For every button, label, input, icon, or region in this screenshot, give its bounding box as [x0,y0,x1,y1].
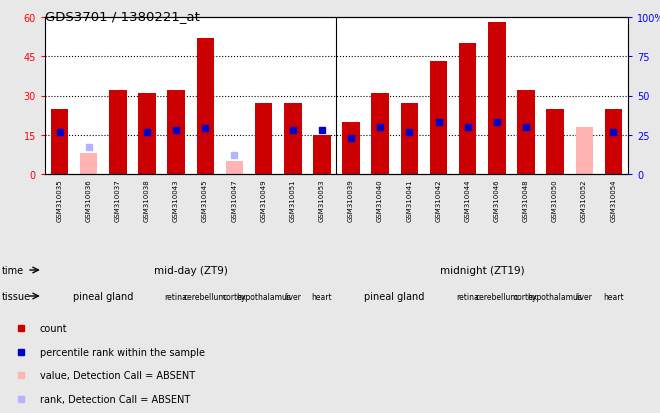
Bar [546,109,564,175]
Text: GSM310051: GSM310051 [290,179,296,221]
Bar [226,161,244,175]
Text: GSM310052: GSM310052 [581,179,587,221]
Bar [255,104,273,175]
Bar [109,91,127,175]
Text: GSM310045: GSM310045 [202,179,208,221]
Bar [343,122,360,175]
Text: GSM310039: GSM310039 [348,179,354,221]
Bar [372,94,389,175]
Text: GSM310041: GSM310041 [406,179,412,221]
Text: GSM310047: GSM310047 [231,179,237,221]
Text: hypothalamus: hypothalamus [236,292,291,301]
Text: GSM310044: GSM310044 [465,179,471,221]
Text: cerebellum: cerebellum [475,292,518,301]
Text: GSM310043: GSM310043 [173,179,179,221]
Text: retina: retina [456,292,478,301]
Text: tissue: tissue [2,291,31,301]
Text: mid-day (ZT9): mid-day (ZT9) [154,266,228,275]
Text: GSM310035: GSM310035 [56,179,62,221]
Bar [168,91,185,175]
Text: hypothalamus: hypothalamus [527,292,582,301]
Text: heart: heart [312,292,332,301]
Text: GSM310048: GSM310048 [523,179,529,221]
Bar [139,94,156,175]
Text: cortex: cortex [513,292,538,301]
Text: value, Detection Call = ABSENT: value, Detection Call = ABSENT [40,370,195,380]
Text: cortex: cortex [222,292,246,301]
Text: heart: heart [603,292,624,301]
Text: GSM310046: GSM310046 [494,179,500,221]
Text: pineal gland: pineal gland [364,291,425,301]
Text: liver: liver [284,292,301,301]
Bar [51,109,69,175]
Text: rank, Detection Call = ABSENT: rank, Detection Call = ABSENT [40,394,190,404]
Bar [517,91,535,175]
Text: GSM310036: GSM310036 [86,179,92,221]
Bar [197,39,214,175]
Text: GSM310049: GSM310049 [261,179,267,221]
Text: GSM310037: GSM310037 [115,179,121,221]
Bar [80,154,98,175]
Text: GSM310040: GSM310040 [377,179,383,221]
Bar [430,62,447,175]
Text: GSM310053: GSM310053 [319,179,325,221]
Text: cerebellum: cerebellum [183,292,226,301]
Text: pineal gland: pineal gland [73,291,133,301]
Bar [459,44,477,175]
Text: GSM310042: GSM310042 [436,179,442,221]
Bar [576,128,593,175]
Text: percentile rank within the sample: percentile rank within the sample [40,347,205,357]
Bar [314,135,331,175]
Text: midnight (ZT19): midnight (ZT19) [440,266,524,275]
Bar [488,23,506,175]
Text: GSM310038: GSM310038 [144,179,150,221]
Text: GDS3701 / 1380221_at: GDS3701 / 1380221_at [45,10,200,23]
Text: liver: liver [576,292,593,301]
Text: GSM310050: GSM310050 [552,179,558,221]
Text: time: time [2,266,24,275]
Bar [401,104,418,175]
Text: count: count [40,323,67,333]
Bar [284,104,302,175]
Text: retina: retina [164,292,187,301]
Bar [605,109,622,175]
Text: GSM310054: GSM310054 [610,179,616,221]
